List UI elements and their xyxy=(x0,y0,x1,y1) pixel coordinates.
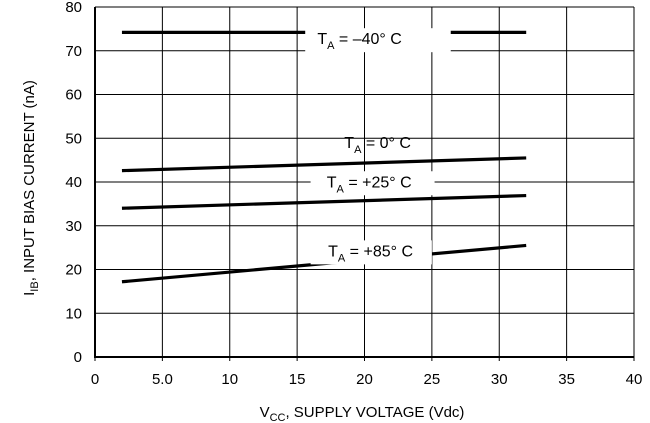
x-tick-label: 25 xyxy=(424,371,441,388)
y-tick-label: 10 xyxy=(65,305,82,322)
y-tick-label: 30 xyxy=(65,218,82,235)
y-tick-label: 70 xyxy=(65,43,82,60)
x-tick-label: 5.0 xyxy=(152,371,173,388)
y-tick-label: 40 xyxy=(65,174,82,191)
x-tick-label: 35 xyxy=(558,371,575,388)
label-knockout xyxy=(310,240,432,265)
x-tick-label: 40 xyxy=(626,371,643,388)
y-tick-label: 0 xyxy=(74,349,82,366)
series-line-1 xyxy=(121,156,527,173)
tick-labels: 0 5.0 10 15 20 25 30 35 40 0 10 20 30 40 50 60 70 80 xyxy=(65,0,642,388)
y-tick-label: 80 xyxy=(65,0,82,16)
curve-label-0: TA = –40° C xyxy=(317,31,401,52)
x-axis-label: VCC, SUPPLY VOLTAGE (Vdc) xyxy=(260,404,465,423)
x-tick-label: 0 xyxy=(91,371,99,388)
label-backgrounds xyxy=(305,28,451,265)
curve-label-2: TA = +25° C xyxy=(327,174,412,195)
label-knockout xyxy=(310,171,435,196)
y-tick-label: 20 xyxy=(65,262,82,279)
axes xyxy=(94,7,635,361)
x-tick-label: 15 xyxy=(289,371,306,388)
y-axis-label: IIB, INPUT BIAS CURRENT (nA) xyxy=(21,80,41,296)
series-line-2 xyxy=(121,193,527,210)
curve-label-1: TA = 0° C xyxy=(344,135,411,156)
curve-label-3: TA = +85° C xyxy=(328,243,413,264)
y-tick-label: 60 xyxy=(65,87,82,104)
x-tick-label: 30 xyxy=(491,371,508,388)
curve-labels: TA = –40° C TA = 0° C TA = +25° C TA = +85°… xyxy=(317,31,413,264)
label-knockout xyxy=(305,28,451,53)
y-tick-label: 50 xyxy=(65,130,82,147)
x-tick-label: 20 xyxy=(356,371,373,388)
x-tick-label: 10 xyxy=(221,371,238,388)
